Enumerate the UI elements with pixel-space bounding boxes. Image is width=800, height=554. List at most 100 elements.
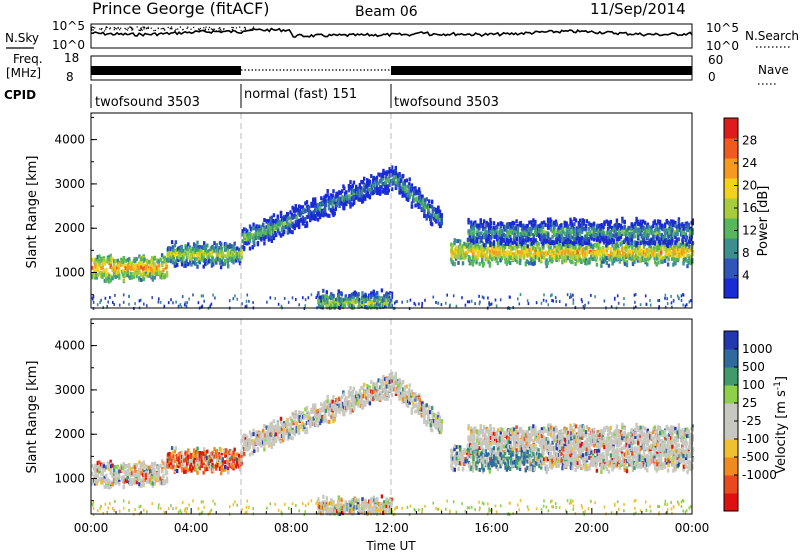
power-cell [540, 228, 544, 233]
power-cell [393, 171, 396, 176]
power-cell [166, 252, 169, 257]
power-cell [352, 200, 356, 205]
power-cell [530, 237, 533, 242]
power-cell [402, 191, 405, 196]
power-cell [332, 208, 335, 213]
power-cell [544, 233, 547, 238]
power-cell [374, 304, 377, 308]
power-cell [96, 257, 99, 262]
power-cell [114, 293, 116, 297]
power-cell [414, 303, 417, 307]
power-cell [312, 216, 315, 221]
power-cell [92, 295, 95, 299]
power-cell [643, 248, 647, 253]
power-cell [260, 224, 263, 229]
power-cell [574, 240, 578, 245]
velocity-cell [130, 478, 133, 482]
power-cell [140, 265, 143, 270]
power-cell [509, 222, 512, 226]
power-cell [280, 304, 283, 308]
power-cell [652, 234, 655, 239]
power-cell [390, 187, 394, 192]
power-cell [675, 238, 679, 243]
power-cell [335, 297, 339, 302]
colorbar-swatch [724, 218, 738, 239]
velocity-cell [98, 467, 101, 472]
power-cell [494, 235, 497, 240]
power-cell [161, 270, 164, 275]
power-cell [241, 232, 244, 237]
power-cell [551, 299, 553, 303]
power-cell [565, 227, 568, 231]
power-cell [358, 197, 362, 202]
power-cell [571, 241, 574, 246]
power-cell [374, 295, 377, 300]
power-cell [244, 305, 247, 309]
power-cell [140, 257, 143, 261]
power-colorbar-label: Power [dB] [756, 186, 771, 257]
power-cell [284, 225, 288, 229]
power-cell [649, 254, 653, 259]
power-cell [635, 255, 638, 260]
power-cell [219, 265, 223, 270]
power-cell [640, 223, 644, 228]
power-cell [658, 231, 661, 236]
power-cell [487, 246, 490, 251]
power-cell [314, 200, 317, 205]
power-cell [611, 261, 614, 266]
power-cell [420, 206, 423, 211]
power-cell [559, 246, 562, 251]
y-tick-label: 2000 [54, 221, 85, 235]
power-cell [519, 293, 522, 297]
power-cell [283, 217, 286, 222]
power-cell [278, 231, 281, 236]
power-cell [482, 250, 485, 255]
power-cell [550, 294, 552, 298]
power-cell [589, 223, 592, 227]
power-cell [630, 252, 633, 257]
velocity-cell [132, 480, 135, 485]
nsearch-point [150, 27, 152, 29]
power-cell [625, 248, 628, 253]
power-cell [371, 299, 374, 304]
velocity-cell [133, 471, 136, 476]
power-cell [96, 267, 99, 272]
nave-tick-bottom: 0 [708, 70, 716, 84]
power-cell [252, 226, 255, 231]
power-cell [295, 219, 298, 224]
colorbar-tick-label: 4 [742, 269, 750, 283]
power-cell [668, 226, 671, 231]
velocity-cell [93, 475, 96, 479]
power-cell [370, 174, 373, 179]
power-cell [618, 250, 621, 255]
power-cell [673, 257, 676, 262]
power-cell [674, 232, 677, 237]
velocity-cell [105, 478, 108, 483]
power-cell [478, 234, 481, 239]
power-cell [571, 223, 574, 228]
velocity-cell [105, 465, 108, 470]
power-cell [182, 248, 185, 253]
power-cell [258, 228, 261, 233]
power-cell [312, 210, 315, 215]
power-cell [232, 244, 235, 249]
power-cell [380, 298, 384, 303]
power-cell [551, 229, 554, 234]
power-cell [212, 262, 215, 266]
power-cell [602, 225, 605, 230]
nsearch-point [141, 29, 143, 31]
power-cell [578, 218, 582, 223]
velocity-cell [118, 474, 121, 479]
power-cell [382, 187, 385, 192]
power-cell [526, 253, 529, 258]
velocity-cell [118, 481, 121, 486]
power-cell [519, 220, 522, 225]
power-cell [571, 229, 574, 234]
power-cell [289, 217, 292, 222]
power-cell [502, 227, 506, 232]
power-cell [390, 165, 394, 170]
power-cell [398, 183, 401, 188]
power-cell [595, 257, 598, 262]
power-cell [511, 246, 515, 251]
velocity-cell [153, 473, 157, 478]
